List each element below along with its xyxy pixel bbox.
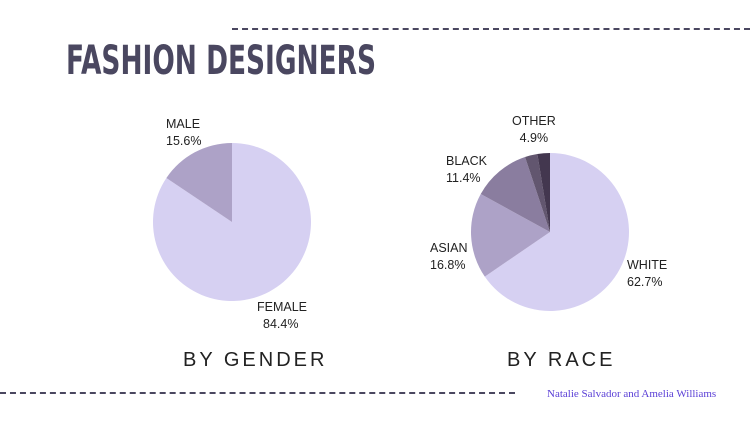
slice-other-a [525, 154, 550, 232]
slice-white [484, 153, 629, 311]
bottom-dashed-divider [0, 392, 515, 394]
label-female-name: FEMALE [257, 300, 308, 314]
label-white-name: WHITE [627, 258, 668, 272]
label-black-name: BLACK [446, 154, 487, 168]
race-pie-chart [471, 153, 629, 311]
label-black: BLACK 11.4% [446, 153, 487, 187]
label-other-value: 4.9% [519, 131, 549, 145]
slice-male [166, 143, 232, 222]
label-other-name: OTHER [512, 114, 556, 128]
slice-female [152, 143, 311, 301]
page-title: FASHION DESIGNERS [66, 38, 377, 84]
label-black-value: 11.4% [446, 171, 481, 185]
label-other: OTHER 4.9% [512, 113, 556, 147]
label-male: MALE 15.6% [166, 116, 201, 150]
label-male-name: MALE [166, 117, 201, 131]
gender-chart-subtitle: BY GENDER [183, 349, 328, 371]
label-female-value: 84.4% [263, 317, 299, 331]
gender-pie-chart [152, 143, 311, 301]
slice-other-b [537, 153, 550, 232]
label-asian-value: 16.8% [430, 258, 466, 272]
label-female: FEMALE 84.4% [257, 299, 307, 333]
label-asian: ASIAN 16.8% [430, 240, 468, 274]
race-chart-subtitle: BY RACE [507, 349, 616, 371]
label-male-value: 15.6% [166, 134, 202, 148]
slice-asian [471, 194, 550, 277]
label-white: WHITE 62.7% [627, 257, 667, 291]
author-credit: Natalie Salvador and Amelia Williams [547, 388, 717, 400]
top-dashed-divider [232, 28, 750, 30]
slice-black [480, 157, 550, 232]
label-white-value: 62.7% [627, 275, 663, 289]
label-asian-name: ASIAN [430, 241, 468, 255]
